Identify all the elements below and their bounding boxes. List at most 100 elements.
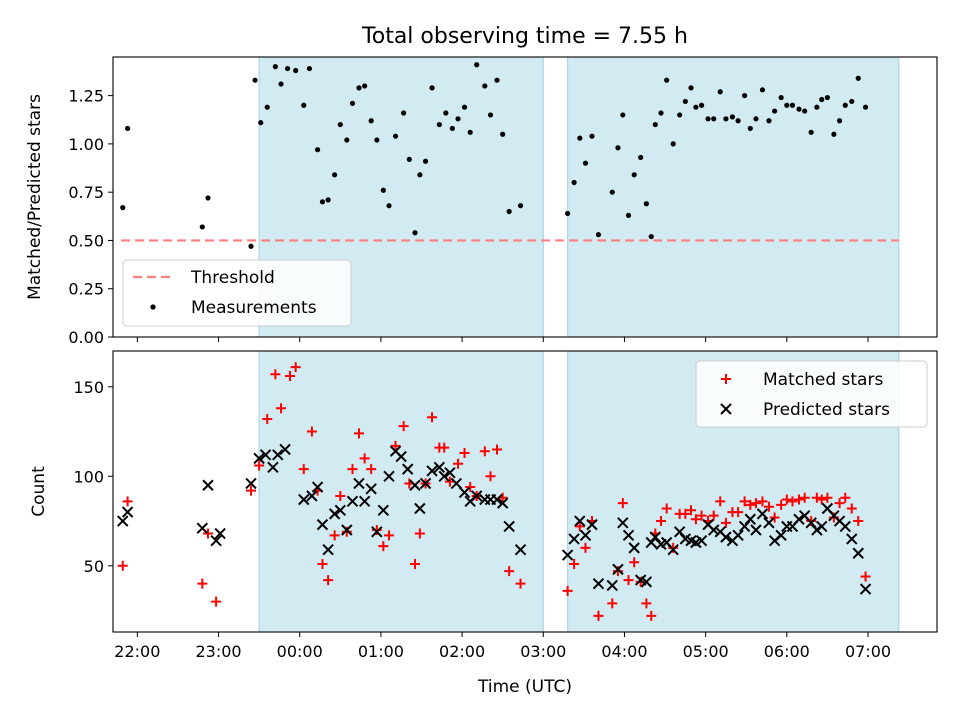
matched-star-point	[811, 492, 822, 503]
measurement-point	[717, 89, 723, 95]
matched-star-point	[390, 440, 401, 451]
matched-star-point	[298, 464, 309, 475]
predicted-star-point	[491, 493, 503, 506]
matched-star-point	[641, 598, 652, 609]
y-tick-label: 100	[73, 467, 104, 486]
matched-star-point	[745, 499, 756, 510]
matched-star-point	[617, 498, 628, 509]
predicted-star-point	[328, 508, 341, 520]
y-tick-label: 0.25	[68, 280, 104, 299]
measurement-point	[368, 118, 374, 124]
matched-star-point	[612, 566, 623, 577]
predicted-star-point	[673, 526, 686, 538]
matched-star-point	[799, 492, 810, 503]
predicted-star-point	[816, 520, 828, 533]
measurement-point	[506, 208, 512, 215]
measurement-point	[401, 110, 407, 116]
matched-star-point	[317, 558, 328, 569]
measurement-point	[658, 110, 664, 116]
axes-frame	[112, 56, 938, 338]
predicted-star-point	[846, 533, 858, 545]
measurement-point	[374, 137, 380, 143]
x-tick-label: 06:00	[764, 642, 810, 661]
matched-star-point	[757, 496, 768, 507]
measurement-point	[705, 116, 711, 122]
measurement-point	[778, 94, 784, 101]
measurement-point	[264, 104, 270, 110]
measurement-point	[461, 104, 468, 110]
measurement-point	[802, 108, 808, 114]
measurement-point	[349, 100, 356, 106]
predicted-star-point	[196, 522, 209, 534]
measurement-point	[595, 232, 602, 238]
measurement-point	[517, 203, 524, 209]
predicted-star-point	[353, 477, 365, 490]
measurement-point	[392, 133, 399, 139]
matched-star-point	[479, 446, 490, 457]
measurement-point	[436, 121, 442, 128]
matched-star-point	[781, 494, 792, 505]
predicted-star-point	[444, 466, 456, 479]
predicted-star-point	[214, 527, 226, 540]
x-axis-label: Time (UTC)	[477, 677, 572, 697]
matched-star-point	[459, 448, 470, 459]
measurement-point	[314, 147, 321, 153]
measurement-point	[796, 106, 802, 112]
measurement-point	[582, 160, 589, 166]
measurement-point	[356, 85, 362, 91]
matched-star-point	[262, 414, 273, 425]
observing-window-band	[567, 57, 899, 337]
x-tick-label: 07:00	[845, 642, 891, 661]
predicted-star-point	[371, 526, 383, 538]
predicted-star-point	[470, 490, 483, 502]
matched-star-point	[504, 566, 515, 577]
x-tick-label: 02:00	[439, 642, 485, 661]
predicted-star-point	[839, 520, 851, 533]
axes-frame	[112, 350, 938, 633]
matched-star-point	[690, 514, 701, 525]
legend-box	[695, 360, 928, 428]
matched-star-point	[439, 442, 450, 453]
matched-star-point	[414, 528, 425, 539]
predicted-star-point	[649, 531, 662, 543]
measurement-point	[474, 62, 480, 68]
measurement-point	[682, 98, 688, 105]
x-tick-label: 04:00	[601, 642, 647, 661]
predicted-star-point	[419, 477, 432, 490]
predicted-star-point	[775, 529, 787, 542]
x-tick-label: 23:00	[195, 642, 241, 661]
predicted-star-point	[365, 483, 377, 495]
matched-star-point	[329, 530, 340, 541]
measurement-point	[789, 102, 796, 108]
predicted-star-point	[738, 520, 751, 533]
matched-star-point	[270, 369, 281, 380]
matched-star-point	[635, 576, 646, 587]
measurement-point	[625, 212, 632, 218]
measurement-point	[487, 112, 494, 118]
count-panel: 50 100 150 22:00 23:00 00:00 01:00 02:00 03:00 04…	[29, 350, 938, 661]
measurement-point	[205, 195, 211, 201]
matched-star-point	[696, 510, 707, 521]
matched-star-point	[816, 494, 827, 505]
measurement-point	[631, 172, 637, 178]
matched-star-point	[769, 512, 780, 523]
measurement-point	[417, 172, 423, 178]
matched-star-point	[840, 492, 851, 503]
predicted-star-point	[450, 477, 463, 490]
matched-star-point	[384, 530, 395, 541]
matched-star-point	[211, 596, 222, 607]
measurement-point	[422, 158, 429, 164]
predicted-star-point	[695, 535, 708, 547]
matched-star-point	[623, 575, 634, 586]
matched-star-point	[629, 557, 640, 568]
predicted-star-point	[628, 542, 640, 554]
predicted-star-point	[763, 517, 775, 529]
y-tick-label: 0.50	[68, 231, 104, 250]
measurement-point	[766, 118, 772, 124]
matched-star-point	[366, 464, 377, 475]
measurement-point	[759, 87, 766, 93]
measurement-point	[589, 133, 595, 139]
ratio-panel: 0.00 0.25 0.50 0.75 1.00 1.25 Matched/Predicte…	[25, 56, 938, 347]
predicted-star-point	[756, 508, 769, 520]
